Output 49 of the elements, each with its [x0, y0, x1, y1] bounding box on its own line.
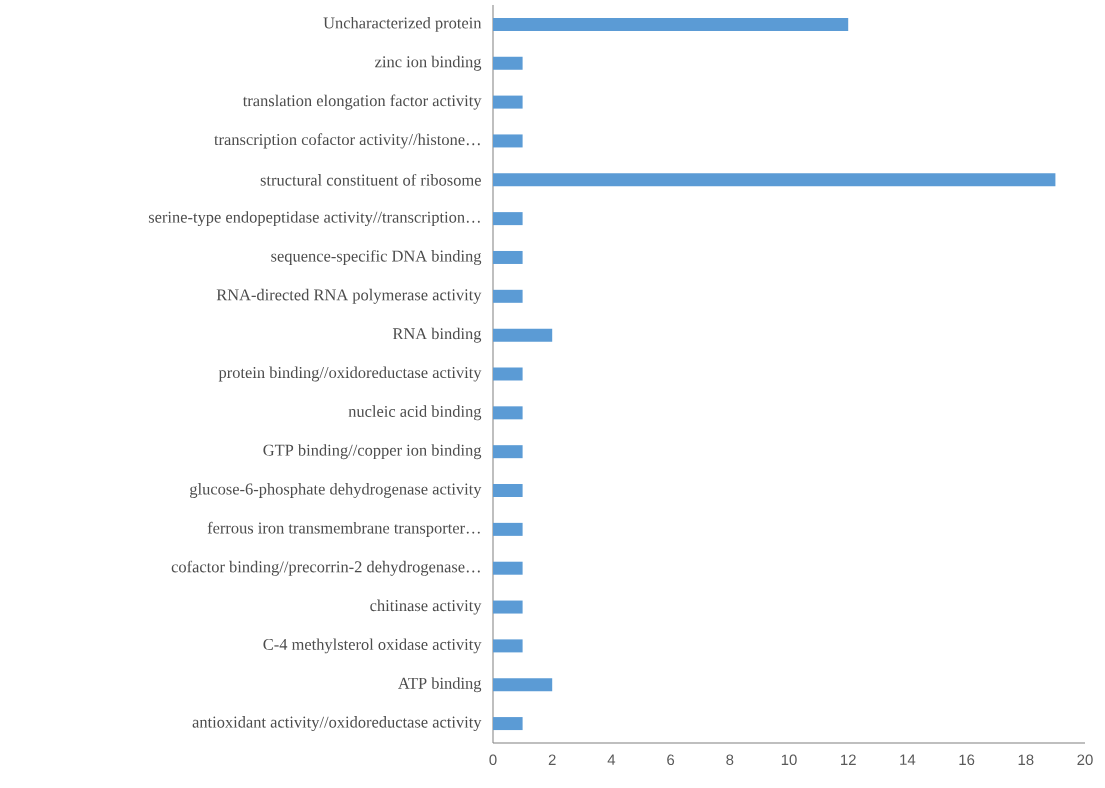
x-tick-label: 12 [841, 754, 856, 765]
y-tick-label: cofactor binding//precorrin-2 dehydrogenase… [171, 560, 480, 576]
bar [493, 406, 523, 420]
bar [493, 173, 1056, 187]
x-tick-label: 8 [726, 754, 734, 766]
y-tick-label: protein binding//oxidoreductase activity [218, 366, 482, 382]
bar [493, 250, 523, 264]
x-tick-label: 4 [607, 754, 616, 765]
y-tick-label: nucleic acid binding [348, 405, 482, 421]
bar [493, 445, 523, 459]
bar [493, 56, 523, 70]
bar [493, 328, 553, 342]
bar [493, 600, 523, 614]
x-tick-label: 0 [489, 754, 497, 766]
bar [493, 134, 523, 148]
y-tick-label: serine-type endopeptidase activity//transcription… [148, 211, 480, 227]
bar [493, 289, 523, 303]
y-tick-label: transcription cofactor activity//histone… [214, 133, 480, 149]
x-tick-label: 2 [548, 754, 556, 765]
y-tick-label: ferrous iron transmembrane transporter… [207, 521, 480, 537]
x-tick-label: 20 [1077, 754, 1093, 766]
bar [493, 522, 523, 536]
y-tick-label: RNA-directed RNA polymerase activity [216, 288, 482, 304]
y-tick-label: structural constituent of ribosome [260, 173, 481, 186]
y-tick-label: zinc ion binding [375, 55, 482, 71]
y-tick-label: sequence-specific DNA binding [271, 249, 482, 266]
bar [493, 561, 523, 575]
y-tick-label: GTP binding//copper ion binding [263, 444, 482, 460]
x-tick-label: 16 [959, 754, 975, 766]
bar [493, 367, 523, 381]
y-tick-label: translation elongation factor activity [242, 94, 482, 110]
y-tick-label: C-4 methylsterol oxidase activity [263, 638, 482, 654]
x-tick-label: 14 [900, 754, 916, 765]
y-tick-label: ATP binding [398, 677, 482, 693]
y-tick-label: glucose-6-phosphate dehydrogenase activity [190, 483, 482, 498]
x-tick-label: 10 [781, 754, 797, 766]
x-tick-label: 6 [667, 754, 675, 766]
bar [493, 678, 553, 692]
y-tick-label: antioxidant activity//oxidoreductase activity [192, 716, 482, 732]
bar [493, 17, 849, 31]
y-tick-label: RNA binding [392, 327, 482, 343]
bar [493, 484, 523, 498]
bar [493, 212, 523, 226]
bar [493, 95, 523, 109]
x-tick-label: 18 [1018, 754, 1034, 766]
y-tick-label: Uncharacterized protein [323, 16, 482, 32]
y-tick-label: chitinase activity [370, 599, 482, 615]
bar [493, 639, 523, 653]
bar [493, 717, 523, 731]
